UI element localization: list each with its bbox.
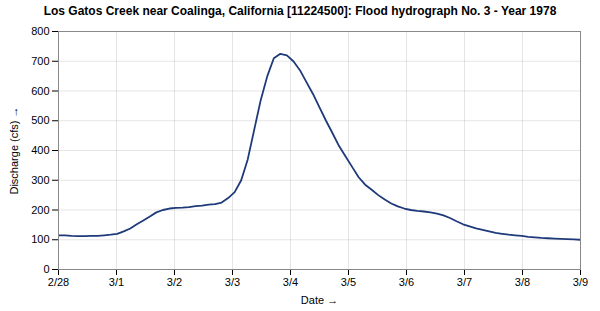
svg-text:3/7: 3/7 [457, 276, 472, 288]
svg-text:300: 300 [31, 174, 49, 186]
svg-text:3/6: 3/6 [399, 276, 414, 288]
html-text:Los Gatos Creek near Coalinga,: Los Gatos Creek near Coalinga, Californi… [43, 4, 557, 18]
svg-text:2/28: 2/28 [48, 276, 69, 288]
svg-text:0: 0 [43, 263, 49, 275]
svg-text:400: 400 [31, 144, 49, 156]
svg-text:Discharge (cfs) →: Discharge (cfs) → [8, 106, 20, 194]
svg-text:800: 800 [31, 25, 49, 37]
svg-text:3/1: 3/1 [109, 276, 124, 288]
svg-text:Date →: Date → [301, 294, 338, 306]
svg-text:500: 500 [31, 114, 49, 126]
svg-text:3/8: 3/8 [515, 276, 530, 288]
svg-text:3/4: 3/4 [283, 276, 298, 288]
svg-text:100: 100 [31, 233, 49, 245]
svg-text:200: 200 [31, 204, 49, 216]
svg-text:700: 700 [31, 55, 49, 67]
svg-text:600: 600 [31, 85, 49, 97]
svg-text:3/3: 3/3 [225, 276, 240, 288]
svg-text:3/5: 3/5 [341, 276, 356, 288]
svg-text:3/9: 3/9 [573, 276, 588, 288]
svg-text:3/2: 3/2 [167, 276, 182, 288]
